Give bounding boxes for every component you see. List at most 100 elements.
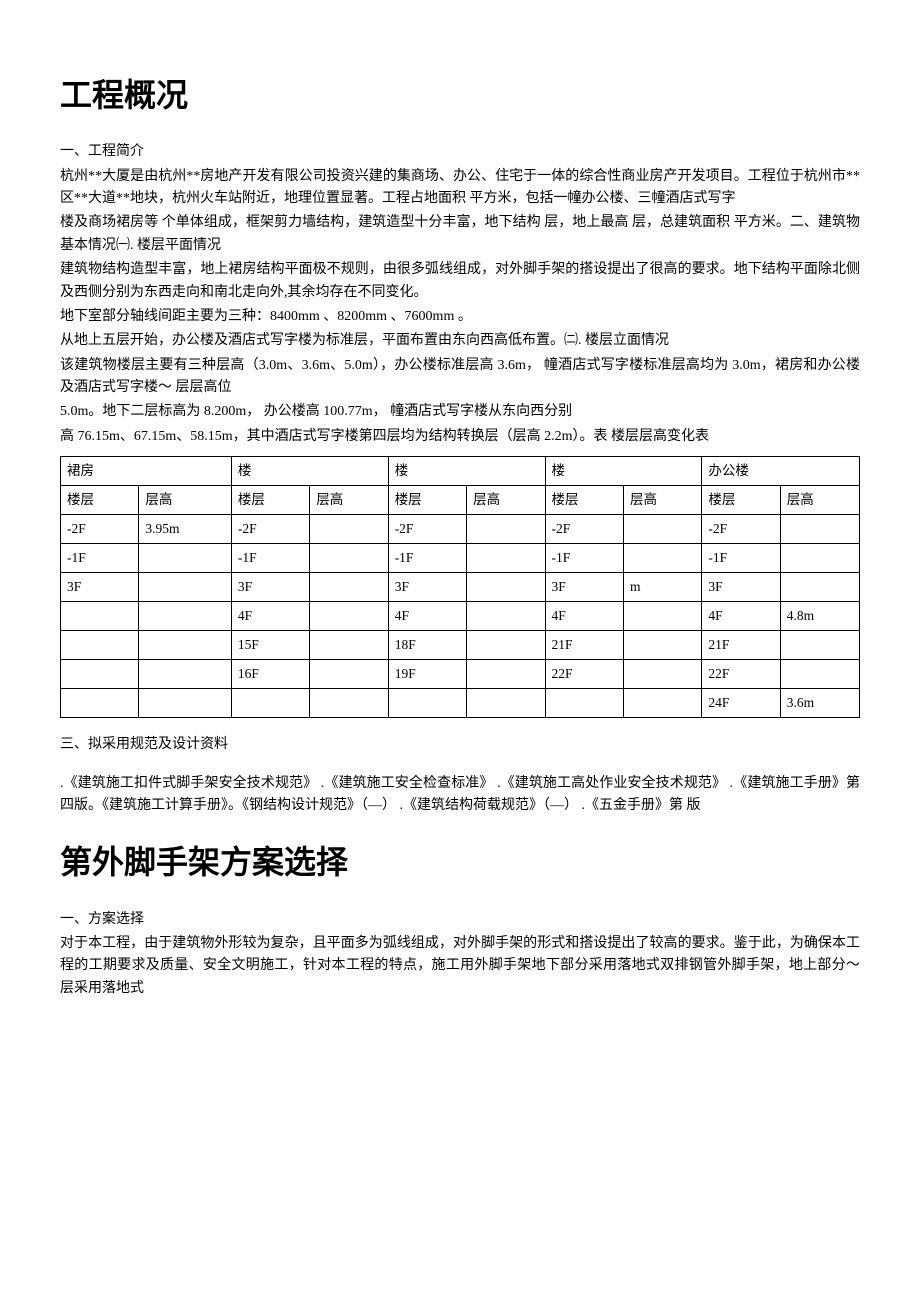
cell: 22F bbox=[545, 660, 623, 689]
cell bbox=[467, 515, 545, 544]
header-cell: 楼 bbox=[231, 457, 388, 486]
cell bbox=[467, 631, 545, 660]
cell: 4F bbox=[231, 602, 309, 631]
sub3-label: 三、拟采用规范及设计资料 bbox=[60, 734, 860, 756]
cell bbox=[623, 660, 701, 689]
cell bbox=[310, 660, 388, 689]
subheader-cell: 层高 bbox=[467, 486, 545, 515]
para2: 楼及商场裙房等 个单体组成，框架剪力墙结构，建筑造型十分丰富，地下结构 层，地上… bbox=[60, 212, 860, 257]
cell: 18F bbox=[388, 631, 466, 660]
para4: 地下室部分轴线间距主要为三种：8400mm 、8200mm 、7600mm 。 bbox=[60, 306, 860, 328]
cell: 15F bbox=[231, 631, 309, 660]
cell bbox=[310, 631, 388, 660]
para8: 高 76.15m、67.15m、58.15m，其中酒店式写字楼第四层均为结构转换… bbox=[60, 426, 860, 448]
cell bbox=[139, 573, 231, 602]
cell bbox=[623, 515, 701, 544]
cell: -1F bbox=[702, 544, 780, 573]
subheader-cell: 层高 bbox=[139, 486, 231, 515]
cell: 3.6m bbox=[780, 689, 859, 718]
cell bbox=[388, 689, 466, 718]
para6: 该建筑物楼层主要有三种层高（3.0m、3.6m、5.0m），办公楼标准层高 3.… bbox=[60, 355, 860, 400]
sub1-label: 一、工程简介 bbox=[60, 141, 860, 163]
cell: 3.95m bbox=[139, 515, 231, 544]
cell: -1F bbox=[61, 544, 139, 573]
cell bbox=[623, 631, 701, 660]
cell bbox=[139, 602, 231, 631]
table-row: 16F 19F 22F 22F bbox=[61, 660, 860, 689]
table-row: -1F -1F -1F -1F -1F bbox=[61, 544, 860, 573]
cell bbox=[467, 573, 545, 602]
para1: 杭州**大厦是由杭州**房地产开发有限公司投资兴建的集商场、办公、住宅于一体的综… bbox=[60, 166, 860, 211]
table-row: 24F 3.6m bbox=[61, 689, 860, 718]
cell bbox=[139, 660, 231, 689]
cell: 3F bbox=[702, 573, 780, 602]
cell bbox=[231, 689, 309, 718]
para5: 从地上五层开始，办公楼及酒店式写字楼为标准层，平面布置由东向西高低布置。㈡. 楼… bbox=[60, 330, 860, 352]
para7: 5.0m。地下二层标高为 8.200m， 办公楼高 100.77m， 幢酒店式写… bbox=[60, 401, 860, 423]
cell: 3F bbox=[61, 573, 139, 602]
cell: 4.8m bbox=[780, 602, 859, 631]
cell bbox=[310, 689, 388, 718]
subheader-cell: 楼层 bbox=[702, 486, 780, 515]
para3: 建筑物结构造型丰富，地上裙房结构平面极不规则，由很多弧线组成，对外脚手架的搭设提… bbox=[60, 259, 860, 304]
cell: 19F bbox=[388, 660, 466, 689]
cell: -2F bbox=[702, 515, 780, 544]
subheader-cell: 层高 bbox=[780, 486, 859, 515]
section1-title: 工程概况 bbox=[60, 70, 860, 121]
cell bbox=[139, 631, 231, 660]
header-cell: 楼 bbox=[388, 457, 545, 486]
cell bbox=[467, 544, 545, 573]
subheader-cell: 楼层 bbox=[61, 486, 139, 515]
table-row: -2F 3.95m -2F -2F -2F -2F bbox=[61, 515, 860, 544]
cell bbox=[61, 660, 139, 689]
sub1-label-2: 一、方案选择 bbox=[60, 909, 860, 931]
header-cell: 楼 bbox=[545, 457, 702, 486]
table-row: 15F 18F 21F 21F bbox=[61, 631, 860, 660]
cell: 16F bbox=[231, 660, 309, 689]
cell bbox=[61, 689, 139, 718]
cell: 4F bbox=[545, 602, 623, 631]
cell: 21F bbox=[702, 631, 780, 660]
subheader-cell: 楼层 bbox=[231, 486, 309, 515]
cell bbox=[467, 660, 545, 689]
table-subheader-row: 楼层 层高 楼层 层高 楼层 层高 楼层 层高 楼层 层高 bbox=[61, 486, 860, 515]
cell: -2F bbox=[388, 515, 466, 544]
cell bbox=[467, 602, 545, 631]
header-cell: 裙房 bbox=[61, 457, 232, 486]
cell bbox=[310, 602, 388, 631]
table-header-row: 裙房 楼 楼 楼 办公楼 bbox=[61, 457, 860, 486]
cell: 22F bbox=[702, 660, 780, 689]
cell: 3F bbox=[388, 573, 466, 602]
cell bbox=[467, 689, 545, 718]
cell bbox=[780, 544, 859, 573]
subheader-cell: 楼层 bbox=[388, 486, 466, 515]
cell: 21F bbox=[545, 631, 623, 660]
cell bbox=[61, 631, 139, 660]
cell bbox=[139, 689, 231, 718]
floor-height-table: 裙房 楼 楼 楼 办公楼 楼层 层高 楼层 层高 楼层 层高 楼层 层高 楼层 … bbox=[60, 456, 860, 718]
cell bbox=[310, 544, 388, 573]
cell: 3F bbox=[231, 573, 309, 602]
cell: -1F bbox=[388, 544, 466, 573]
cell: 3F bbox=[545, 573, 623, 602]
cell: -1F bbox=[545, 544, 623, 573]
cell bbox=[545, 689, 623, 718]
cell bbox=[61, 602, 139, 631]
cell: -1F bbox=[231, 544, 309, 573]
cell: 4F bbox=[388, 602, 466, 631]
cell bbox=[623, 602, 701, 631]
para2-1: 对于本工程，由于建筑物外形较为复杂，且平面多为弧线组成，对外脚手架的形式和搭设提… bbox=[60, 933, 860, 1000]
cell bbox=[310, 515, 388, 544]
section2-title: 第外脚手架方案选择 bbox=[60, 837, 860, 888]
cell bbox=[780, 631, 859, 660]
cell bbox=[780, 515, 859, 544]
table-row: 4F 4F 4F 4F 4.8m bbox=[61, 602, 860, 631]
subheader-cell: 层高 bbox=[310, 486, 388, 515]
cell: -2F bbox=[61, 515, 139, 544]
cell: 4F bbox=[702, 602, 780, 631]
cell: 24F bbox=[702, 689, 780, 718]
cell bbox=[780, 573, 859, 602]
cell bbox=[310, 573, 388, 602]
para9: .《建筑施工扣件式脚手架安全技术规范》 .《建筑施工安全检查标准》 .《建筑施工… bbox=[60, 773, 860, 818]
header-cell: 办公楼 bbox=[702, 457, 860, 486]
